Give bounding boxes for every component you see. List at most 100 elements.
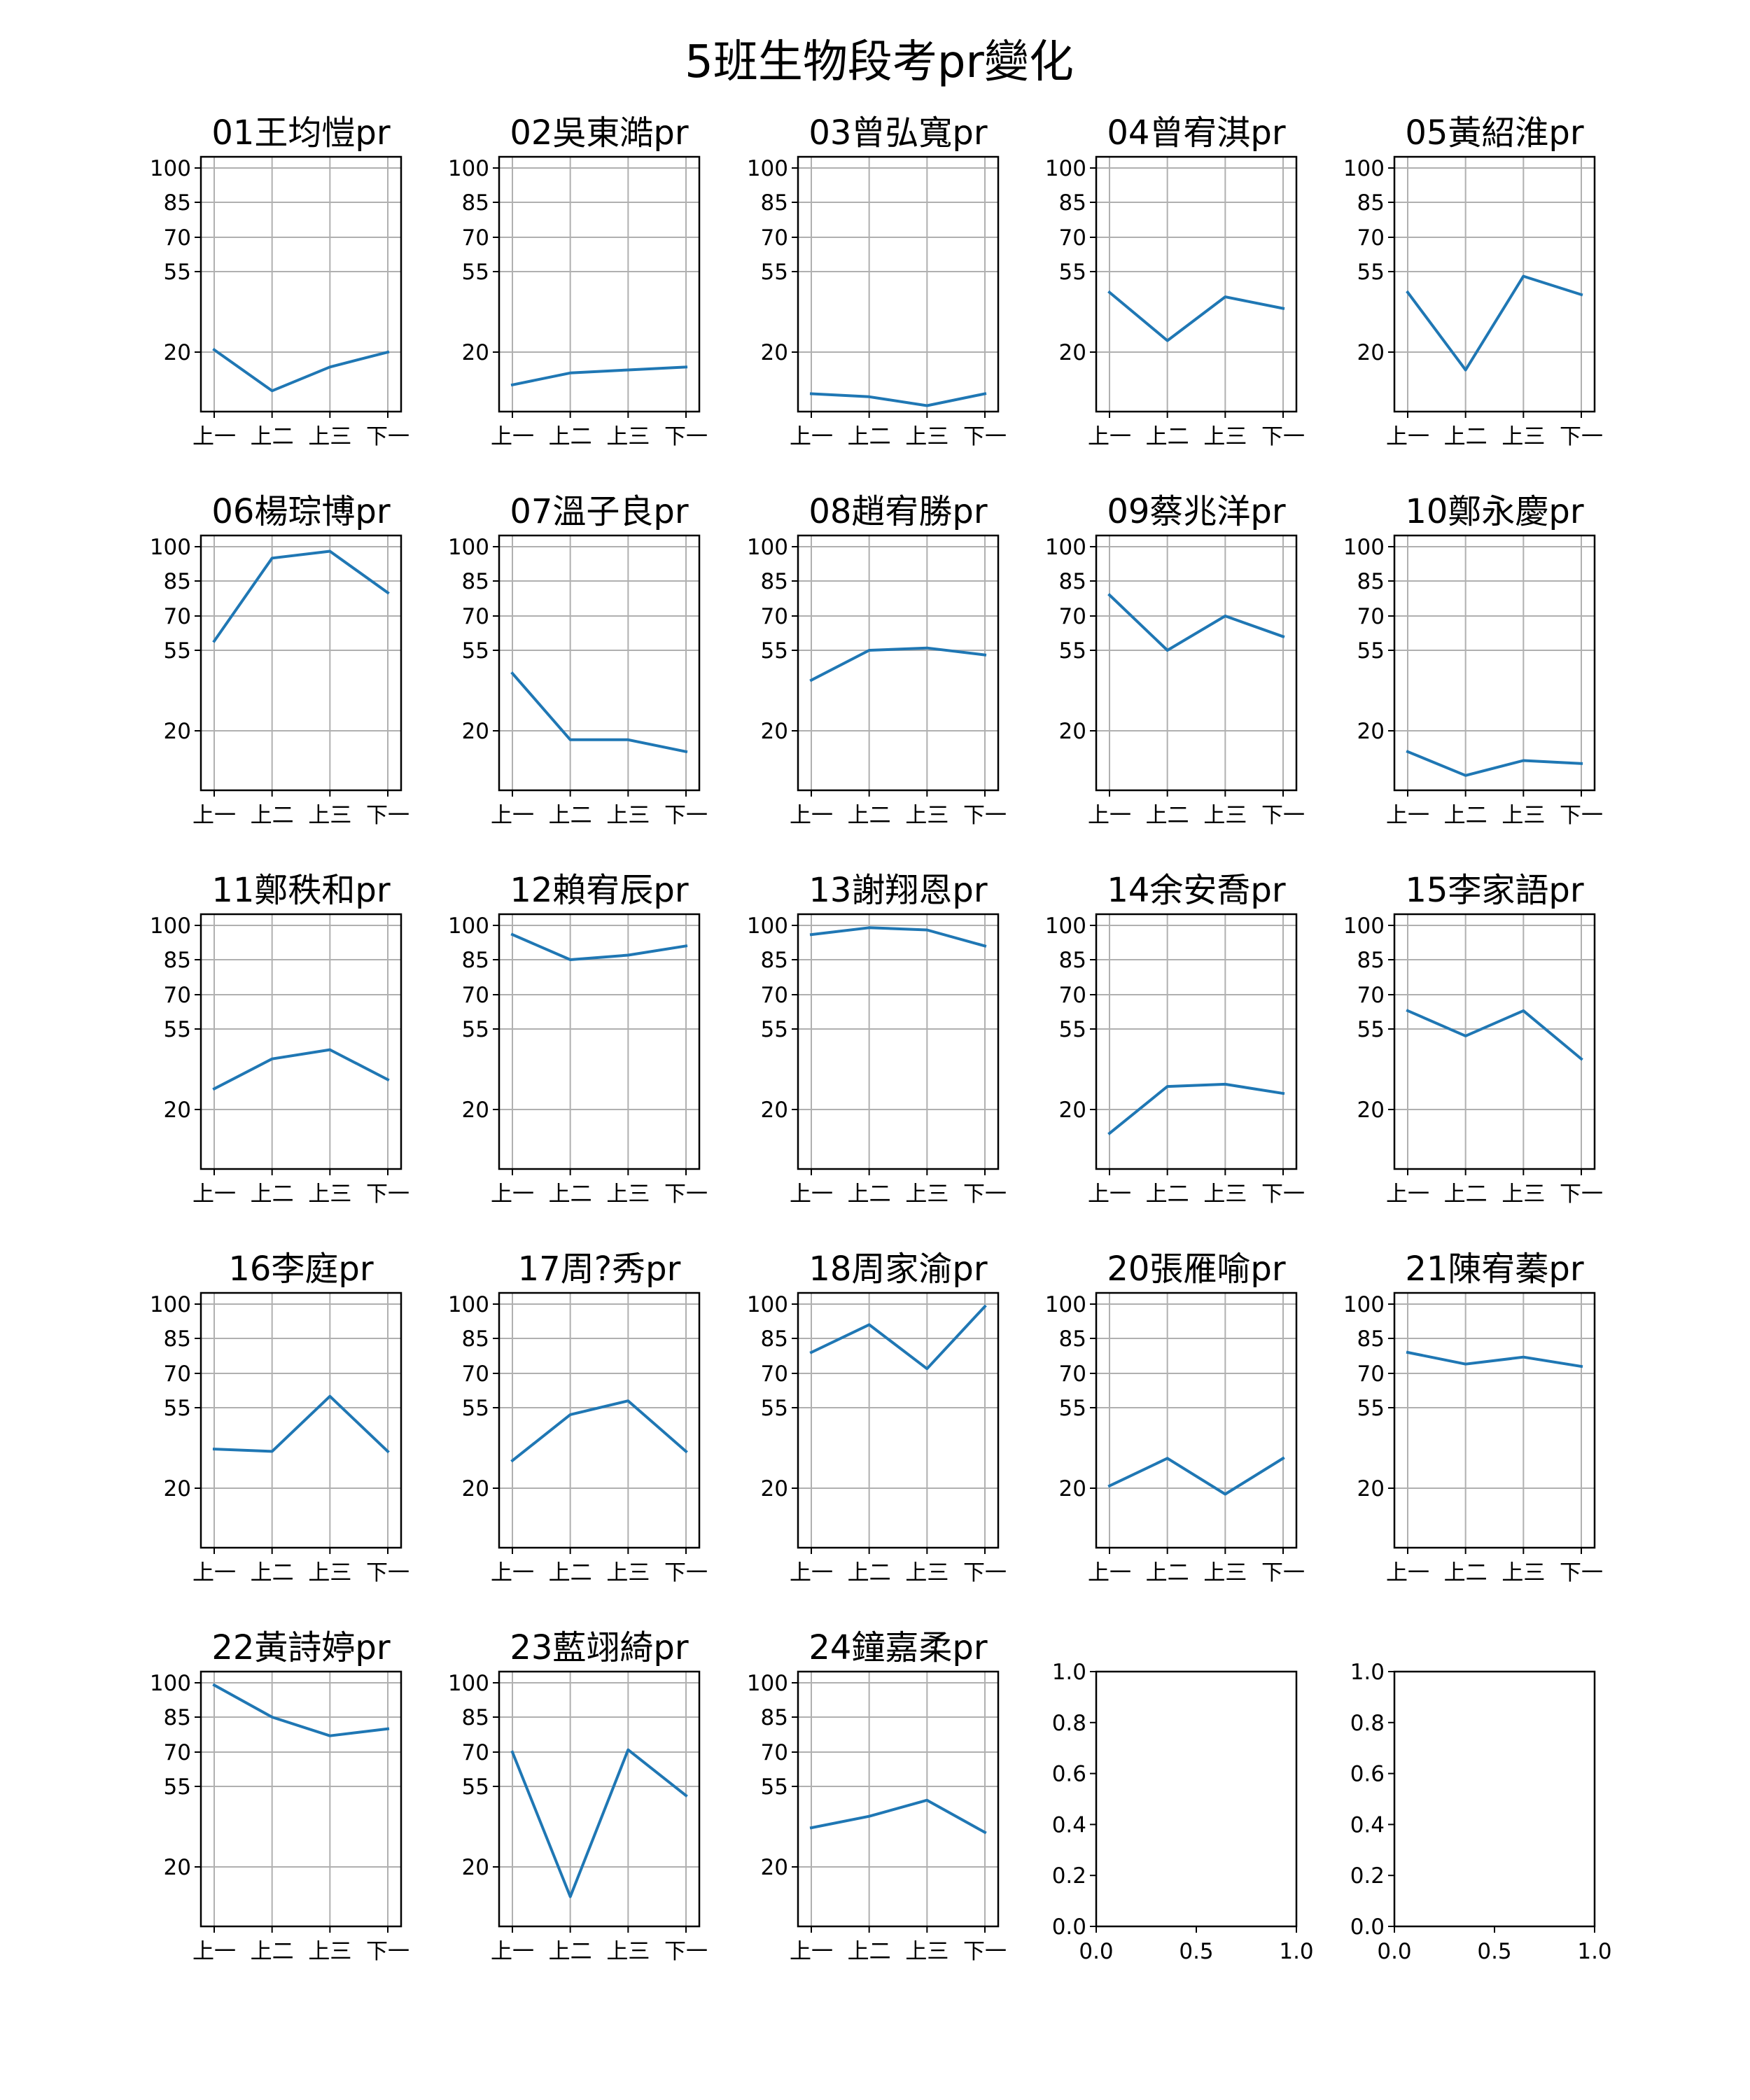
- y-tick-label: 20: [462, 719, 489, 744]
- plot-frame: [498, 534, 701, 792]
- y-tick-label: 85: [164, 569, 191, 594]
- subplot: 20 55 70 85 100 上一 上二 上三 下一 11鄭秩和pr: [150, 871, 410, 1207]
- y-tick-label: 55: [1357, 1396, 1385, 1421]
- y-tick-label: 100: [747, 1671, 788, 1696]
- series-line: [212, 1683, 390, 1737]
- empty-subplot: 0.0 0.2 0.4 0.6 0.8 1.0 0.0 0.5 1.0: [1052, 1660, 1314, 1964]
- x-tick-label: 上二: [549, 424, 592, 449]
- y-tick-label: 20: [462, 1855, 489, 1880]
- x-tick-label: 上一: [1386, 1182, 1429, 1207]
- series-line: [1406, 1009, 1583, 1061]
- series-line: [1406, 1350, 1583, 1368]
- y-tick-label: 70: [462, 1362, 489, 1387]
- y-tick-label: 0.4: [1052, 1812, 1086, 1837]
- y-tick-label: 20: [164, 719, 191, 744]
- series-line: [510, 671, 688, 754]
- x-tick-label: 上二: [251, 1560, 294, 1586]
- y-tick-label: 55: [761, 638, 788, 664]
- y-tick-label: 55: [1059, 1017, 1086, 1042]
- x-tick-label: 0.0: [1377, 1939, 1411, 1964]
- plot-frame: [200, 913, 402, 1170]
- subplot-title: 17周?秀pr: [518, 1250, 681, 1289]
- y-tick-label: 85: [462, 569, 489, 594]
- x-tick-label: 下一: [1261, 1560, 1305, 1586]
- y-tick-label: 55: [1357, 260, 1385, 285]
- empty-subplot: 0.0 0.2 0.4 0.6 0.8 1.0 0.0 0.5 1.0: [1350, 1660, 1612, 1964]
- x-tick-label: 上一: [1386, 424, 1429, 449]
- x-tick-label: 上二: [549, 1939, 592, 1964]
- series-line: [809, 1304, 987, 1371]
- x-tick-label: 下一: [963, 1560, 1007, 1586]
- x-tick-label: 上一: [192, 1560, 236, 1586]
- y-tick-label: 20: [1059, 1098, 1086, 1123]
- series-line: [212, 347, 390, 393]
- x-tick-label: 上一: [790, 424, 833, 449]
- y-tick-label: 100: [747, 535, 788, 560]
- y-tick-label: 100: [448, 156, 489, 181]
- subplot-title: 16李庭pr: [228, 1250, 374, 1289]
- plot-frame: [797, 913, 1000, 1170]
- subplot: 20 55 70 85 100 上一 上二 上三 下一 18周家渝pr: [747, 1250, 1007, 1586]
- series-line: [510, 1748, 688, 1898]
- y-tick-label: 85: [1059, 190, 1086, 216]
- y-tick-label: 20: [1357, 1098, 1385, 1123]
- x-tick-label: 上一: [192, 803, 236, 828]
- y-tick-label: 70: [164, 1362, 191, 1387]
- y-tick-label: 70: [462, 225, 489, 251]
- x-tick-label: 上三: [905, 1560, 948, 1586]
- plot-frame: [797, 1670, 1000, 1928]
- subplot-title: 07溫子良pr: [510, 492, 689, 531]
- subplot-title: 10鄭永慶pr: [1405, 492, 1584, 531]
- plot-frame: [200, 155, 402, 413]
- y-tick-label: 100: [1343, 535, 1385, 560]
- x-tick-label: 上三: [606, 1939, 650, 1964]
- x-tick-label: 上三: [606, 803, 650, 828]
- series-line: [212, 1048, 390, 1091]
- y-tick-label: 100: [1045, 535, 1086, 560]
- x-tick-label: 0.0: [1079, 1939, 1113, 1964]
- subplot: 20 55 70 85 100 上一 上二 上三 下一 04曾宥淇pr: [1045, 113, 1305, 449]
- subplot: 20 55 70 85 100 上一 上二 上三 下一 13謝翔恩pr: [747, 871, 1007, 1207]
- y-tick-label: 20: [462, 1476, 489, 1502]
- y-tick-label: 0.0: [1350, 1914, 1385, 1940]
- y-tick-label: 20: [462, 1098, 489, 1123]
- x-tick-label: 上二: [1146, 1560, 1189, 1586]
- x-tick-label: 下一: [1560, 803, 1603, 828]
- y-tick-label: 100: [448, 1671, 489, 1696]
- x-tick-label: 下一: [963, 424, 1007, 449]
- subplot-title: 20張雁喻pr: [1107, 1250, 1286, 1289]
- plot-frame: [1095, 155, 1298, 413]
- y-tick-label: 55: [1357, 1017, 1385, 1042]
- subplot-title: 03曾弘寬pr: [808, 113, 988, 153]
- subplot-title: 15李家語pr: [1405, 871, 1584, 910]
- y-tick-label: 70: [1059, 983, 1086, 1008]
- y-tick-label: 20: [1059, 719, 1086, 744]
- x-tick-label: 下一: [963, 803, 1007, 828]
- x-tick-label: 上二: [1444, 803, 1488, 828]
- subplot: 20 55 70 85 100 上一 上二 上三 下一 07溫子良pr: [448, 492, 708, 828]
- x-tick-label: 0.5: [1179, 1939, 1213, 1964]
- y-tick-label: 85: [164, 948, 191, 973]
- series-line: [809, 646, 987, 682]
- plot-frame: [200, 1670, 402, 1928]
- y-tick-label: 100: [747, 913, 788, 939]
- y-tick-label: 70: [462, 983, 489, 1008]
- x-tick-label: 上二: [251, 803, 294, 828]
- x-tick-label: 上三: [308, 1182, 351, 1207]
- x-tick-label: 上二: [251, 424, 294, 449]
- y-tick-label: 70: [761, 1740, 788, 1765]
- x-tick-label: 上三: [308, 803, 351, 828]
- series-line: [510, 365, 688, 387]
- x-tick-label: 上二: [848, 803, 891, 828]
- x-tick-label: 下一: [366, 1560, 410, 1586]
- x-tick-label: 上三: [1502, 424, 1545, 449]
- x-tick-label: 上三: [1502, 803, 1545, 828]
- y-tick-label: 70: [761, 225, 788, 251]
- x-tick-label: 上三: [1203, 803, 1247, 828]
- y-tick-label: 85: [1059, 948, 1086, 973]
- series-line: [510, 1399, 688, 1463]
- plot-frame: [498, 1670, 701, 1928]
- y-tick-label: 55: [164, 1774, 191, 1800]
- x-tick-label: 上一: [1088, 1182, 1131, 1207]
- x-tick-label: 上二: [848, 1560, 891, 1586]
